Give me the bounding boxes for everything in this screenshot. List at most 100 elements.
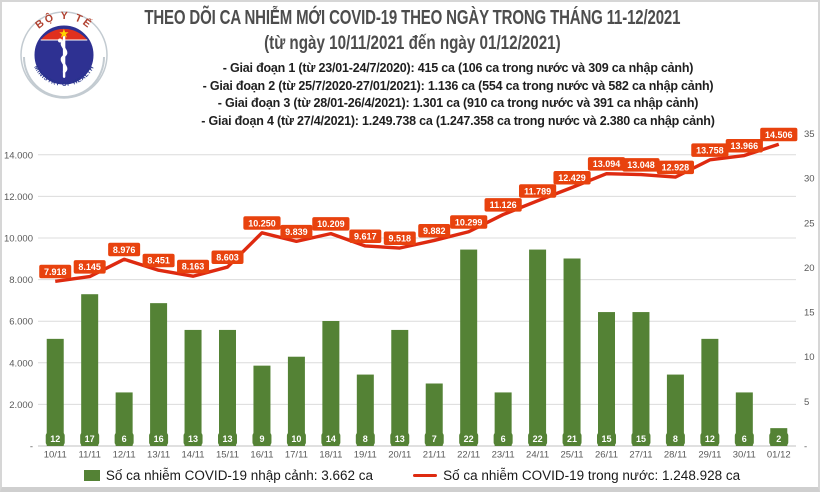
bar — [666, 374, 684, 446]
bar — [287, 356, 305, 446]
point-label-box — [211, 250, 244, 265]
point-label: 10.209 — [317, 219, 345, 229]
bar-value-label-box — [631, 432, 651, 446]
bar — [563, 258, 581, 446]
x-tick-label: 29/11 — [698, 450, 721, 461]
point-label-box — [73, 260, 106, 274]
point-label-box — [587, 157, 626, 171]
bar-value-label: 6 — [122, 434, 127, 444]
legend-bar-swatch-icon — [83, 470, 100, 481]
point-label-box — [312, 217, 350, 231]
point-label: 11.126 — [490, 200, 517, 210]
bar-value-label: 15 — [636, 434, 646, 444]
point-label: 9.617 — [354, 231, 377, 241]
ministry-of-health-seal-icon: BỘ Y TẾ MINISTRY OF HEALTH — [20, 10, 108, 99]
right-axis-tick: 30 — [804, 174, 815, 185]
bar-value-label: 22 — [533, 434, 543, 444]
x-tick-label: 25/11 — [561, 450, 584, 461]
bar-value-label-box — [390, 432, 410, 446]
x-tick-label: 23/11 — [492, 450, 515, 461]
point-label-box — [656, 160, 695, 175]
bar-value-label: 13 — [188, 434, 198, 444]
bar-value-label: 22 — [464, 434, 474, 444]
x-tick-label: 14/11 — [182, 450, 205, 461]
bar-value-label-box — [597, 432, 616, 446]
point-label-box — [177, 259, 210, 274]
bar — [150, 303, 168, 446]
covid-daily-combo-chart: - 2.000 4.000 6.000 8.000 10.000 12.000 14.000 -… — [4, 127, 815, 461]
trend-line — [54, 142, 780, 283]
bar-value-label-box — [528, 432, 548, 446]
bar-value-label-box — [114, 432, 134, 446]
right-axis-tick: 25 — [804, 218, 815, 229]
point-label-box — [39, 264, 72, 279]
point-label-box — [760, 127, 798, 142]
bar-value-label-box — [149, 432, 169, 446]
left-axis-tick: 14.000 — [4, 150, 33, 161]
bar-value-label: 14 — [326, 434, 336, 444]
point-label: 8.163 — [182, 262, 205, 272]
point-label: 14.506 — [765, 130, 793, 140]
bar-value-label: 21 — [567, 434, 577, 444]
point-label: 8.451 — [147, 256, 170, 266]
bar — [460, 249, 478, 446]
point-label-box — [280, 224, 313, 239]
legend-item-imported: Số ca nhiễm COVID-19 nhập cảnh: 3.662 ca — [83, 468, 374, 483]
point-label: 13.758 — [696, 145, 724, 155]
phase-2-summary: - Giai đoạn 2 (từ 25/7/2020-27/01/2021):… — [202, 78, 714, 93]
point-label-box — [691, 143, 729, 157]
point-label: 9.839 — [285, 227, 308, 237]
left-axis-tick: 4.000 — [9, 358, 33, 369]
bar-value-label-box — [562, 432, 582, 446]
point-label-box — [349, 229, 382, 243]
bar-value-label: 6 — [501, 434, 506, 444]
bar — [46, 338, 64, 446]
bar-value-label-box — [45, 432, 65, 446]
right-axis-tick: 5 — [804, 397, 809, 408]
x-tick-label: 01/12 — [767, 450, 791, 461]
bar — [701, 338, 719, 446]
bar-value-label-box — [355, 432, 375, 446]
left-axis-tick: 12.000 — [4, 192, 33, 203]
bar — [253, 365, 271, 446]
bar-value-label-box — [218, 432, 237, 446]
x-tick-label: 15/11 — [216, 450, 239, 461]
bar-value-label: 10 — [291, 434, 301, 444]
bar — [219, 329, 236, 446]
bar-value-label: 6 — [742, 434, 747, 444]
point-label-box — [108, 242, 141, 257]
bar-value-label: 15 — [601, 434, 611, 444]
right-axis-tick: 20 — [804, 263, 815, 274]
point-label: 13.966 — [731, 141, 759, 151]
bar-value-label-box — [252, 432, 272, 446]
bar-value-label: 7 — [432, 434, 437, 444]
x-tick-label: 12/11 — [113, 450, 136, 461]
bar-value-label: 12 — [705, 434, 715, 444]
x-tick-label: 26/11 — [595, 450, 618, 461]
x-tick-label: 18/11 — [319, 450, 342, 461]
point-label: 11.789 — [524, 186, 551, 196]
bar — [356, 374, 374, 446]
bar-value-label: 13 — [222, 434, 232, 444]
point-label: 9.882 — [423, 226, 446, 236]
legend-label-imported: Số ca nhiễm COVID-19 nhập cảnh: 3.662 ca — [105, 468, 374, 483]
bar-value-label-box — [321, 432, 341, 446]
bar-value-label: 8 — [363, 434, 368, 444]
bar-value-label-box — [424, 432, 444, 446]
bar-value-label: 13 — [395, 434, 405, 444]
phase-4-summary: - Giai đoạn 4 (từ 27/4/2021): 1.249.738 … — [201, 113, 715, 128]
x-tick-label: 28/11 — [664, 450, 687, 461]
bar — [184, 329, 202, 446]
bar-value-label: 8 — [673, 434, 678, 444]
bar-value-label-box — [493, 432, 513, 446]
bar — [391, 329, 409, 446]
ministry-of-health-logo: BỘ Y TẾ MINISTRY OF HEALTH — [18, 5, 110, 103]
bar-value-label-box — [286, 432, 306, 446]
point-label-box — [243, 216, 281, 230]
bar-value-label-box — [459, 432, 479, 446]
x-tick-label: 21/11 — [423, 450, 446, 461]
x-tick-label: 24/11 — [526, 450, 549, 461]
point-label: 9.518 — [389, 234, 412, 244]
phase-summary-list: - Giai đoạn 1 (từ 23/01-24/7/2020): 415 … — [102, 60, 814, 130]
